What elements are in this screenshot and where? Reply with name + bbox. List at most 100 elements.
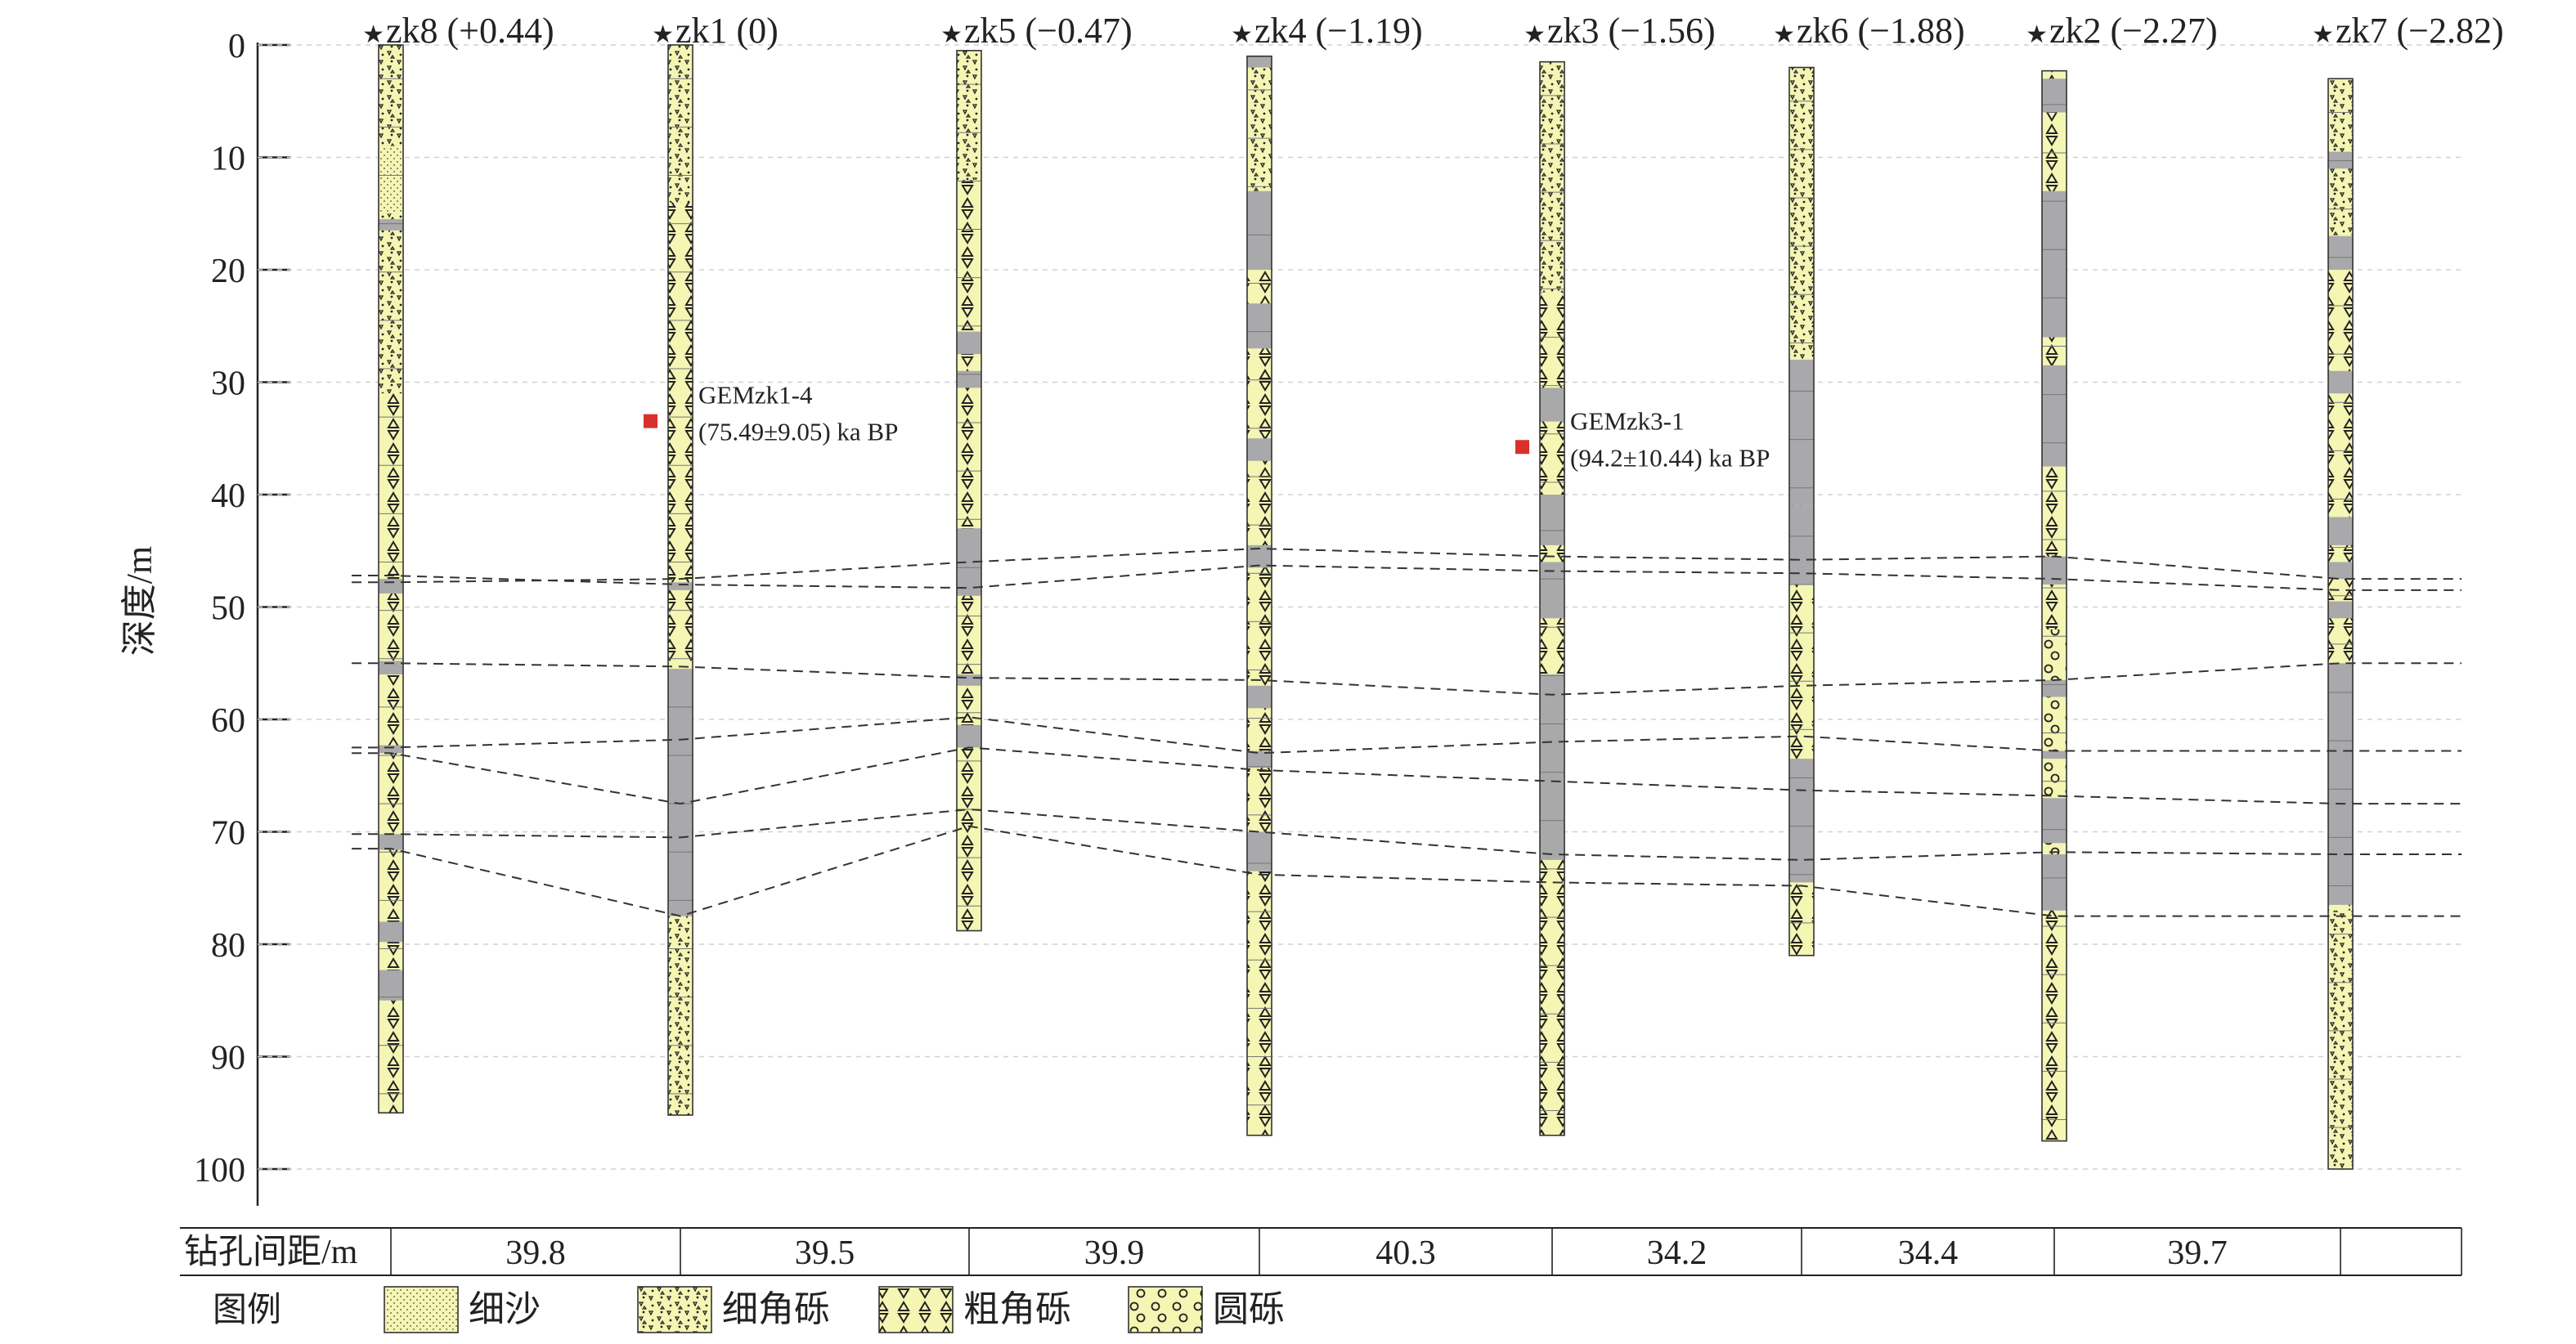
correlation-lines <box>352 547 2462 917</box>
correlation-line <box>352 825 2462 917</box>
gray-layer <box>1540 674 1564 860</box>
gray-layer <box>1789 505 1814 585</box>
lithology-interval <box>957 50 981 180</box>
gray-layer <box>2328 601 2353 619</box>
gray-layer <box>1247 190 1272 270</box>
depth-gridlines <box>258 44 2462 1170</box>
lithology-interval <box>1540 61 1564 293</box>
sample-marker: GEMzk1-4 (75.49±9.05) ka BP <box>644 381 898 446</box>
borehole-star-icon: ★ <box>1773 21 1795 48</box>
borehole-label: zk2 (−2.27) <box>2049 11 2218 51</box>
gray-layer <box>1247 831 1272 871</box>
borehole-column: ★ zk2 (−2.27) <box>2026 11 2218 1142</box>
lithology-interval <box>668 916 693 1115</box>
legend: 图例 细沙 细角砾 粗角砾 圆砾 <box>213 1286 1285 1333</box>
correlation-line <box>352 662 2462 696</box>
sample-square-icon <box>644 414 657 428</box>
gray-layer <box>957 370 981 388</box>
legend-label: 粗角砾 <box>963 1289 1071 1329</box>
depth-axis-title: 深度/m <box>119 546 159 656</box>
gray-layer <box>1247 438 1272 461</box>
lithology-interval <box>379 213 403 394</box>
gray-layer <box>2328 151 2353 169</box>
sample-marker: GEMzk3-1 (94.2±10.44) ka BP <box>1515 406 1770 472</box>
legend-item: 圆砾 <box>1128 1286 1285 1333</box>
gray-layer <box>379 745 403 754</box>
borehole-column: ★ zk5 (−0.47) <box>940 11 1133 932</box>
borehole-spacing-row: 钻孔间距/m 39.8 39.5 39.9 40.3 34.2 34.4 39.7 <box>180 1227 2462 1276</box>
sample-name: GEMzk1-4 <box>698 381 813 410</box>
lithology-interval <box>379 146 403 214</box>
gray-layer <box>2328 562 2353 580</box>
legend-swatch <box>637 1286 712 1333</box>
depth-tick-label: 30 <box>211 365 245 403</box>
borehole-column: ★ zk1 (0) <box>652 11 779 1116</box>
gray-layer <box>2328 370 2353 394</box>
depth-tick-label: 80 <box>211 927 245 965</box>
spacing-value: 39.8 <box>505 1234 566 1272</box>
lithology-interval <box>2328 910 2353 1169</box>
borehole-star-icon: ★ <box>2312 21 2334 48</box>
gray-layer <box>2042 679 2067 697</box>
borehole-outline <box>378 44 404 1114</box>
sample-markers: GEMzk1-4 (75.49±9.05) ka BP GEMzk3-1 (94.2±… <box>644 381 1770 472</box>
borehole-label: zk3 (−1.56) <box>1547 11 1716 51</box>
borehole-outline <box>2041 69 2067 1142</box>
lithology-interval <box>1789 67 1814 360</box>
sample-age: (94.2±10.44) ka BP <box>1570 443 1770 472</box>
borehole-column: ★ zk7 (−2.82) <box>2312 11 2504 1170</box>
depth-tick-label: 70 <box>211 815 245 853</box>
gray-layer <box>2042 854 2067 911</box>
gray-layer <box>1247 56 1272 68</box>
legend-swatch <box>878 1286 954 1333</box>
gray-layer <box>379 921 403 943</box>
borehole-label: zk8 (+0.44) <box>386 11 554 51</box>
spacing-value: 34.4 <box>1898 1234 1959 1272</box>
borehole-column: ★ zk6 (−1.88) <box>1773 11 1965 956</box>
gray-layer <box>2042 78 2067 113</box>
lithology-interval <box>379 45 403 146</box>
spacing-value: 39.5 <box>795 1234 855 1272</box>
spacing-value: 40.3 <box>1376 1234 1436 1272</box>
borehole-column: ★ zk3 (−1.56) <box>1524 11 1716 1136</box>
correlation-line <box>352 547 2462 584</box>
gray-layer <box>2042 750 2067 759</box>
borehole-outline <box>1788 66 1815 956</box>
borehole-star-icon: ★ <box>2026 21 2048 48</box>
spacing-value: 34.2 <box>1647 1234 1708 1272</box>
legend-swatch <box>1128 1286 1203 1333</box>
gray-layer <box>379 579 403 594</box>
borehole-column: ★ zk4 (−1.19) <box>1231 11 1423 1136</box>
depth-tick-label: 50 <box>211 590 245 628</box>
gray-layer <box>1540 388 1564 422</box>
lithology-interval <box>668 202 693 664</box>
borehole-label: zk5 (−0.47) <box>964 11 1133 51</box>
borehole-outline <box>1539 60 1565 1136</box>
gray-layer <box>1247 685 1272 709</box>
gray-layer <box>2042 190 2067 338</box>
depth-tick-label: 60 <box>211 702 245 740</box>
sample-name: GEMzk3-1 <box>1570 406 1684 435</box>
legend-item: 细沙 <box>384 1286 541 1333</box>
sample-square-icon <box>1515 440 1529 455</box>
borehole-column: ★ zk8 (+0.44) <box>362 11 554 1114</box>
gray-layer <box>379 970 403 1001</box>
gray-layer <box>957 331 981 355</box>
gray-layer <box>2328 663 2353 905</box>
gray-layer <box>1247 303 1272 349</box>
depth-tick-label: 90 <box>211 1040 245 1077</box>
gray-layer <box>1789 759 1814 883</box>
correlation-line <box>352 746 2462 805</box>
depth-tick-label: 20 <box>211 253 245 290</box>
gray-layer <box>668 669 693 916</box>
borehole-label: zk1 (0) <box>675 11 779 51</box>
legend-label: 细沙 <box>469 1289 541 1329</box>
borehole-columns: ★ zk8 (+0.44) ★ zk1 (0) ★ zk5 (−0.47) ★ zk4 (−1… <box>362 11 2504 1170</box>
correlation-line <box>352 808 2462 861</box>
gray-layer <box>379 219 403 231</box>
legend-label: 细角砾 <box>722 1289 830 1329</box>
borehole-label: zk4 (−1.19) <box>1254 11 1423 51</box>
legend-label: 圆砾 <box>1213 1289 1285 1329</box>
